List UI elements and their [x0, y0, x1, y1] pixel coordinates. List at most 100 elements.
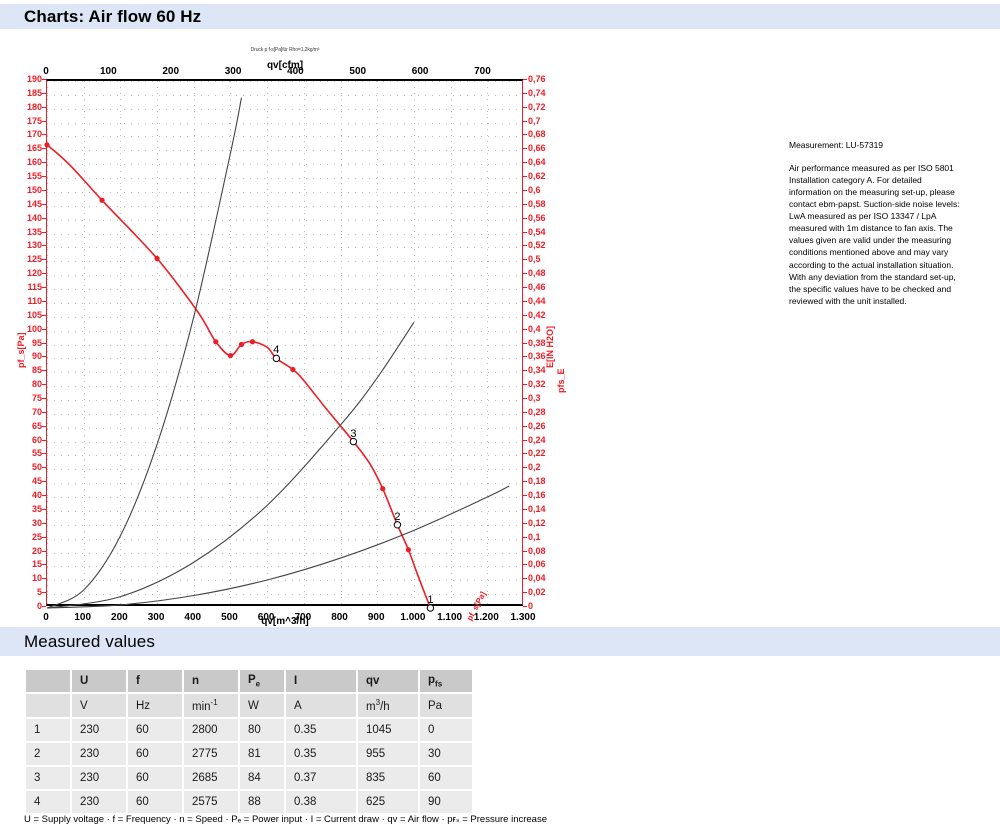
gridline-horizontal: [47, 358, 522, 360]
y-tick-left: 145: [26, 198, 42, 209]
table-cell-pfs: 90: [418, 789, 474, 816]
table-unit-cell: [24, 692, 72, 720]
y-tickmark-left: [42, 300, 46, 302]
y-tickmark-left: [42, 176, 46, 178]
y-tick-right: 0,12: [528, 517, 546, 528]
x-tick-top: 600: [411, 66, 429, 77]
operating-point-label-4: 4: [273, 344, 280, 357]
y-tickmark-left: [42, 148, 46, 150]
table-header-cell: qv: [356, 667, 420, 695]
y-tickmark-left: [42, 314, 46, 316]
y-tick-left: 120: [26, 268, 42, 279]
y-tickmark-right: [523, 522, 527, 524]
gridline-horizontal: [47, 580, 522, 582]
y-tickmark-right: [523, 217, 527, 219]
table-cell-I: 0.35: [284, 741, 358, 768]
y-tickmark-left: [42, 217, 46, 219]
y-tickmark-right: [523, 578, 527, 580]
y-tickmark-left: [42, 536, 46, 538]
x-tick-bottom: 1.000: [400, 612, 426, 623]
x-tick-bottom: 100: [74, 612, 92, 623]
x-axis-top-label: qv[cfm]: [266, 60, 304, 71]
gridline-horizontal: [47, 205, 522, 207]
y-tick-left: 25: [31, 531, 42, 542]
y-tick-left: 20: [31, 545, 42, 556]
table-cell-idx: 2: [24, 741, 72, 768]
y-tickmark-left: [42, 328, 46, 330]
y-tickmark-left: [42, 606, 46, 607]
y-tickmark-left: [42, 564, 46, 566]
y-tick-left: 135: [26, 226, 42, 237]
x-tick-bottom: 0: [43, 612, 49, 623]
y-tick-right: 0,08: [528, 545, 546, 556]
x-axis-bottom-label: qv[m^3/h]: [261, 616, 309, 627]
y-tick-right: 0,1: [528, 531, 541, 542]
y-tick-right: 0,32: [528, 379, 546, 390]
table-cell-n: 2685: [182, 765, 240, 792]
y-tick-right: 0,04: [528, 573, 546, 584]
y-tickmark-left: [42, 439, 46, 441]
gridline-vertical: [83, 81, 85, 604]
gridline-horizontal: [47, 122, 522, 124]
table-unit-cell: Hz: [126, 692, 184, 720]
y-tickmark-left: [42, 342, 46, 344]
chart-superscript-note: Druck p f-s[Pa]für Rho=1,2kg/m³: [250, 47, 320, 53]
y-tickmark-left: [42, 467, 46, 469]
gridline-vertical: [340, 81, 342, 604]
table-cell-Pe: 88: [238, 789, 286, 816]
table-unit-cell: min-1: [182, 692, 240, 720]
gridline-horizontal: [47, 289, 522, 291]
data-point-dot: [227, 352, 234, 359]
y-tick-right: 0,2: [528, 462, 541, 473]
y-tick-left: 125: [26, 254, 42, 265]
table-unit-cell: A: [284, 692, 358, 720]
x-tick-bottom: 700: [294, 612, 312, 623]
table-cell-f: 60: [126, 765, 184, 792]
y-tick-left: 185: [26, 87, 42, 98]
table-header-cell: [24, 667, 72, 695]
y-tickmark-left: [42, 189, 46, 191]
curve-system-curve-steep: [46, 97, 243, 609]
x-tick-top: 200: [162, 66, 180, 77]
x-tick-bottom: 200: [111, 612, 128, 623]
gridline-horizontal: [47, 524, 522, 526]
y-tickmark-right: [523, 79, 527, 80]
data-point-dot: [238, 341, 245, 348]
table-header-cell: Pe: [238, 667, 286, 695]
gridline-vertical: [303, 81, 305, 604]
table-row: 2 230 60 2775 81 0.35 955 30: [24, 741, 474, 768]
gridline-horizontal: [47, 150, 522, 152]
y-tickmark-right: [523, 564, 527, 566]
y-tickmark-left: [42, 522, 46, 524]
y-tickmark-right: [523, 314, 527, 316]
y-tickmark-left: [42, 370, 46, 372]
gridline-horizontal: [47, 330, 522, 332]
y-tickmark-right: [523, 342, 527, 344]
gridline-vertical: [450, 81, 452, 604]
gridline-horizontal: [47, 191, 522, 193]
y-tickmark-right: [523, 495, 527, 497]
y-tickmark-left: [42, 203, 46, 205]
y-tick-left: 105: [26, 309, 42, 320]
gridline-vertical: [230, 81, 232, 604]
data-point-dot: [154, 255, 160, 262]
gridline-vertical: [193, 81, 195, 604]
y-tickmark-right: [523, 189, 527, 191]
y-tickmark-right: [523, 328, 527, 330]
gridline-horizontal: [47, 316, 522, 318]
y-tickmark-right: [523, 370, 527, 372]
gridline-horizontal: [47, 233, 522, 235]
data-point-dot: [405, 547, 412, 553]
y-tickmark-right: [523, 300, 527, 302]
x-tick-bottom: 500: [221, 612, 238, 623]
y-tickmark-right: [523, 92, 527, 94]
gridline-horizontal: [47, 510, 522, 512]
y-tickmark-left: [42, 481, 46, 483]
operating-point-4: [272, 354, 281, 363]
y-tickmark-right: [523, 148, 527, 150]
y-tickmark-right: [523, 425, 527, 427]
curve-system-curve-shallow: [46, 485, 510, 609]
y-tick-right: 0,6: [528, 184, 541, 195]
operating-point-label-2: 2: [394, 510, 401, 523]
y-tickmark-left: [42, 231, 46, 233]
